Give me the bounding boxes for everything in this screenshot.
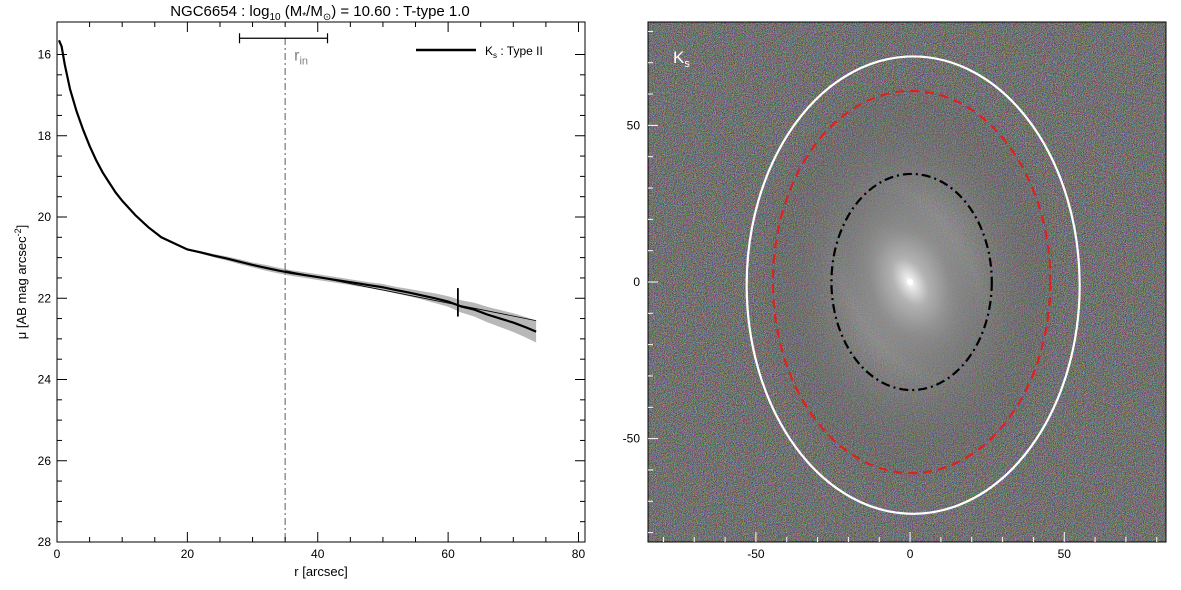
title-slash: /M: [306, 3, 323, 20]
y-axis-label-sup: -2: [13, 228, 23, 236]
ellipse-inner: [830, 172, 993, 392]
title-sun: ⊙: [323, 12, 331, 23]
legend-label: Ks : Type II: [485, 44, 543, 60]
y-tick-label: 18: [38, 129, 52, 143]
y-tick-label: 28: [38, 535, 52, 549]
x-tick-label: 20: [181, 547, 195, 561]
legend-label-rest: : Type II: [497, 44, 543, 58]
title-star: *: [302, 11, 306, 22]
y-tick-label: 24: [38, 373, 52, 387]
profile-series: [57, 39, 537, 333]
y-tick-label: 22: [38, 291, 52, 305]
title-sub: 10: [269, 12, 281, 23]
x-tick-label: 40: [311, 547, 325, 561]
title-suffix: ) = 10.60 : T-type 1.0: [331, 3, 470, 20]
x-axis-label: r [arcsec]: [294, 564, 347, 579]
title-prefix: NGC6654 : log: [170, 3, 269, 20]
y-tick-label: 26: [38, 454, 52, 468]
x-tick-label: 80: [572, 547, 586, 561]
y-axis-label-end: ]: [14, 225, 29, 229]
r-in-label: rin: [294, 47, 308, 67]
image-band-label-main: K: [673, 48, 685, 67]
legend: Ks : Type II: [416, 44, 543, 60]
x-tick-label: 0: [54, 547, 61, 561]
legend-label-sub: s: [493, 51, 497, 60]
y-axis-label-main: μ [AB mag arcsec: [14, 236, 29, 339]
r-in-label-sub: in: [299, 55, 308, 67]
image-panel: -50 0 50 -50 0 50 Ks: [623, 21, 1167, 561]
image-band-label-sub: s: [684, 58, 690, 70]
image-y-tick-label: -50: [623, 432, 641, 446]
image-y-tick-label: 0: [633, 275, 640, 289]
y-tick-label: 20: [38, 210, 52, 224]
image-x-tick-label: 50: [1058, 547, 1072, 561]
image-y-tick-label: 50: [627, 118, 641, 132]
image-x-tick-label: -50: [747, 547, 765, 561]
ellipse-outer: [745, 55, 1081, 515]
galaxy-nucleus: [907, 279, 914, 285]
ellipse-break: [771, 89, 1052, 475]
r-in-label-main: r: [294, 47, 300, 64]
image-band-label: Ks: [673, 48, 690, 70]
y-tick-label: 16: [38, 48, 52, 62]
uncertainty-band: [187, 248, 537, 343]
profile-plot-frame: [56, 21, 586, 543]
figure-title: NGC6654 : log10 (M*/M⊙) = 10.60 : T-type…: [170, 3, 470, 23]
legend-label-main: K: [485, 44, 493, 58]
x-tick-label: 60: [441, 547, 455, 561]
image-x-tick-label: 0: [907, 547, 914, 561]
profile-plot: 0 20 40 60 80 16 18 20 22 24 26 28 r [arcsec] μ [AB…: [13, 21, 586, 579]
title-mid: (M: [281, 3, 303, 20]
y-axis-label: μ [AB mag arcsec-2]: [13, 225, 29, 340]
